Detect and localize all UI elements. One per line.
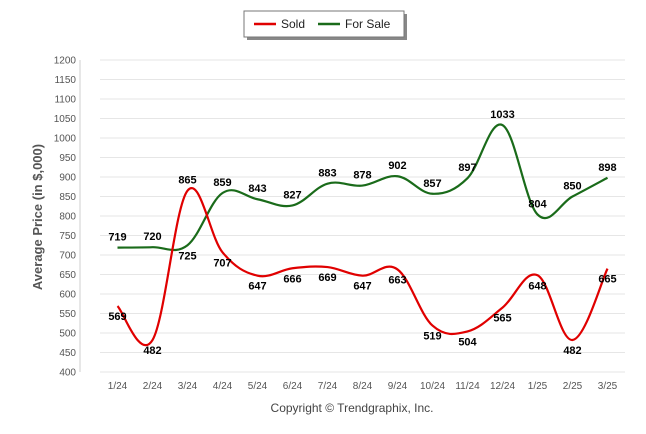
- y-tick-label: 850: [59, 192, 76, 203]
- data-label-for-sale: 897: [458, 162, 476, 174]
- data-label-for-sale: 827: [283, 189, 301, 201]
- x-tick-label: 8/24: [353, 381, 373, 392]
- y-tick-label: 400: [59, 368, 76, 379]
- series-lines: [116, 123, 609, 347]
- data-label-sold: 648: [528, 280, 546, 292]
- data-label-for-sale: 720: [143, 231, 161, 243]
- data-label-for-sale: 902: [388, 160, 406, 172]
- data-label-for-sale: 1033: [490, 109, 514, 121]
- y-axis-title: Average Price (in $,000): [30, 144, 45, 290]
- x-tick-label: 1/25: [528, 381, 548, 392]
- x-tick-label: 4/24: [213, 381, 233, 392]
- data-label-sold: 482: [143, 345, 161, 357]
- x-tick-label: 1/24: [108, 381, 128, 392]
- data-label-sold: 647: [353, 281, 371, 293]
- legend-label: Sold: [281, 17, 305, 31]
- data-label-sold: 669: [318, 272, 336, 284]
- data-label-sold: 504: [458, 336, 477, 348]
- data-label-sold: 569: [108, 311, 126, 323]
- data-label-for-sale: 725: [178, 250, 196, 262]
- data-label-for-sale: 804: [528, 198, 547, 210]
- y-tick-label: 1200: [54, 56, 77, 67]
- data-label-sold: 865: [178, 175, 196, 187]
- x-axis: 1/24 2/24 3/24 4/24 5/24 6/24 7/24 8/24 9/24 10/2…: [108, 381, 618, 392]
- data-label-sold: 647: [248, 281, 266, 293]
- gridlines: [79, 59, 625, 373]
- y-tick-label: 950: [59, 153, 76, 164]
- y-tick-label: 500: [59, 329, 76, 340]
- data-label-for-sale: 857: [423, 178, 441, 190]
- y-tick-label: 1000: [54, 134, 77, 145]
- data-label-sold: 665: [598, 274, 616, 286]
- data-label-for-sale: 719: [108, 232, 126, 244]
- y-tick-label: 1050: [54, 114, 77, 125]
- y-tick-label: 750: [59, 231, 76, 242]
- data-label-sold: 707: [213, 257, 231, 269]
- data-label-for-sale: 883: [318, 168, 336, 180]
- x-tick-label: 11/24: [455, 381, 480, 392]
- y-axis: 400 450 500 550 600 650 700 750 800 850 900 950 1000…: [54, 56, 77, 379]
- data-label-for-sale: 850: [563, 181, 581, 193]
- data-label-sold: 482: [563, 345, 581, 357]
- y-tick-label: 1150: [54, 75, 76, 86]
- data-label-sold: 663: [388, 274, 406, 286]
- x-tick-label: 10/24: [420, 381, 445, 392]
- x-tick-label: 3/24: [178, 381, 198, 392]
- y-tick-label: 800: [59, 212, 76, 223]
- y-tick-label: 700: [59, 251, 76, 262]
- y-tick-label: 650: [59, 270, 76, 281]
- data-label-for-sale: 859: [213, 177, 231, 189]
- x-tick-label: 12/24: [490, 381, 515, 392]
- data-label-for-sale: 898: [598, 162, 616, 174]
- series-line-sold: [116, 187, 609, 347]
- y-tick-label: 1100: [54, 95, 76, 106]
- legend-label: For Sale: [345, 17, 391, 31]
- copyright-footer: Copyright © Trendgraphix, Inc.: [271, 401, 434, 415]
- y-tick-label: 900: [59, 173, 76, 184]
- x-tick-label: 6/24: [283, 381, 303, 392]
- y-tick-label: 450: [59, 348, 76, 359]
- series-line-for-sale: [117, 123, 609, 252]
- x-tick-label: 5/24: [248, 381, 268, 392]
- data-label-sold: 666: [283, 273, 301, 285]
- x-tick-label: 3/25: [598, 381, 618, 392]
- x-tick-label: 7/24: [318, 381, 338, 392]
- y-tick-label: 550: [59, 309, 76, 320]
- x-tick-label: 9/24: [388, 381, 408, 392]
- y-tick-label: 600: [59, 290, 76, 301]
- data-label-sold: 519: [423, 331, 441, 343]
- x-tick-label: 2/25: [563, 381, 583, 392]
- data-labels: 569 482 865 707 647 666 669 647 663 519 504 565 648 4…: [108, 109, 616, 357]
- data-label-for-sale: 843: [248, 183, 266, 195]
- x-tick-label: 2/24: [143, 381, 163, 392]
- data-label-for-sale: 878: [353, 170, 371, 182]
- legend: Sold For Sale: [243, 10, 407, 40]
- data-label-sold: 565: [493, 313, 511, 325]
